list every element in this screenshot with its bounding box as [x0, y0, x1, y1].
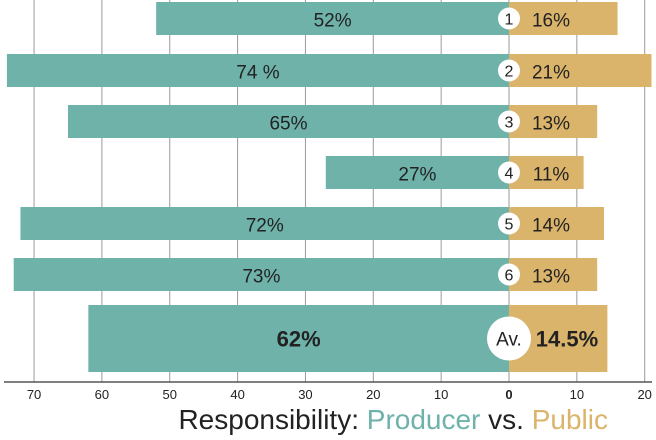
public-value-label: 14% — [532, 216, 570, 237]
x-tick-label: 20 — [366, 387, 380, 402]
x-tick-label: 20 — [637, 387, 651, 402]
category-label: 1 — [505, 12, 514, 29]
x-axis: 70 60 50 40 30 20 10 0 10 20 — [4, 381, 652, 402]
public-value-label: 14.5% — [536, 327, 598, 352]
category-marker — [498, 7, 520, 30]
producer-value-label: 65% — [269, 114, 307, 135]
x-tick-label: 50 — [163, 387, 177, 402]
title-prefix: Responsibility: — [178, 404, 367, 435]
producer-bar — [6, 54, 509, 87]
producer-bar — [156, 2, 509, 35]
bars — [6, 2, 652, 372]
category-label: 3 — [505, 115, 514, 132]
producer-bar — [13, 258, 509, 291]
producer-bar — [20, 207, 509, 240]
category-marker — [487, 316, 531, 361]
category-label: 5 — [505, 217, 514, 234]
title-middle: vs. — [480, 404, 532, 435]
x-tick-label: 40 — [230, 387, 244, 402]
x-tick-label: 10 — [434, 387, 448, 402]
public-bar — [509, 105, 598, 138]
category-label: Av. — [496, 330, 522, 351]
category-marker — [498, 110, 520, 133]
category-marker — [498, 59, 520, 82]
producer-value-label: 73% — [242, 267, 280, 288]
bar-labels: 52% 16% 1 74 % 21% 2 65% 13% 3 27% 11% 4 72% 14% 5 73% 1… — [236, 7, 598, 361]
public-bar — [509, 54, 652, 87]
producer-value-label: 72% — [246, 216, 284, 237]
category-label: 6 — [505, 268, 514, 285]
title-public: Public — [531, 404, 608, 435]
public-value-label: 13% — [532, 114, 570, 135]
public-value-label: 11% — [533, 165, 570, 186]
chart-title: Responsibility: Producer vs. Public — [0, 404, 608, 436]
producer-value-label: 62% — [277, 327, 321, 352]
category-marker — [498, 212, 520, 235]
producer-value-label: 52% — [314, 11, 352, 32]
producer-value-label: 74 % — [236, 63, 279, 84]
producer-bar — [88, 305, 509, 372]
public-bar — [509, 2, 618, 35]
producer-value-label: 27% — [398, 165, 436, 186]
producer-bar — [67, 105, 509, 138]
title-producer: Producer — [366, 404, 481, 435]
public-value-label: 13% — [532, 267, 570, 288]
category-marker — [498, 161, 520, 184]
public-bar — [509, 258, 598, 291]
public-bar — [509, 156, 584, 189]
public-bar — [509, 207, 604, 240]
public-value-label: 16% — [532, 11, 570, 32]
x-tick-label: 70 — [27, 387, 41, 402]
x-tick-label: 60 — [95, 387, 109, 402]
category-label: 2 — [505, 64, 514, 81]
category-marker — [498, 263, 520, 286]
x-tick-label: 0 — [505, 387, 512, 402]
producer-bar — [325, 156, 509, 189]
category-label: 4 — [505, 166, 514, 183]
public-value-label: 21% — [532, 63, 570, 84]
x-tick-label: 30 — [298, 387, 312, 402]
x-tick-label: 10 — [570, 387, 584, 402]
